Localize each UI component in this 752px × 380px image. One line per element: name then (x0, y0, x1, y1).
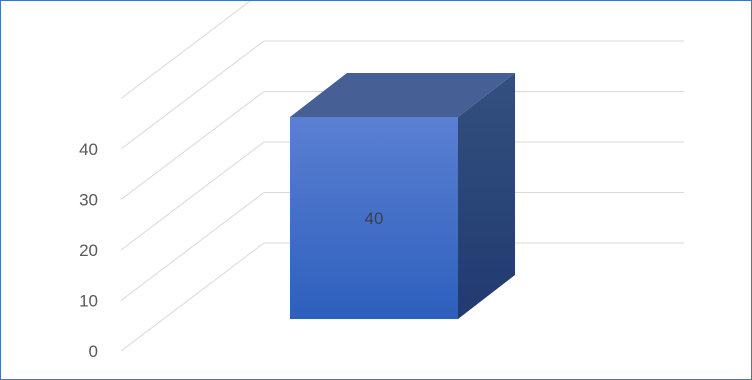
bar-front-face (290, 117, 458, 319)
gridline-side-3 (120, 91, 265, 200)
gridline-side-5 (120, 1, 251, 99)
y-axis-ticks: 0 10 20 30 40 (79, 140, 98, 361)
bar-series (290, 73, 515, 319)
bar-side-face (458, 73, 515, 319)
y-tick-label: 20 (79, 241, 98, 260)
y-tick-label: 0 (89, 342, 98, 361)
y-tick-label: 30 (79, 191, 98, 210)
gridline-side-2 (120, 141, 265, 251)
gridline-side-4 (120, 40, 265, 150)
y-tick-label: 10 (79, 292, 98, 311)
bar-0 (290, 73, 515, 319)
data-labels: 40 (365, 209, 384, 228)
gridline-side-1 (120, 192, 265, 301)
data-label: 40 (365, 209, 384, 228)
gridline-side-0 (120, 242, 265, 352)
bar-top-face (290, 73, 515, 117)
y-tick-label: 40 (79, 140, 98, 159)
